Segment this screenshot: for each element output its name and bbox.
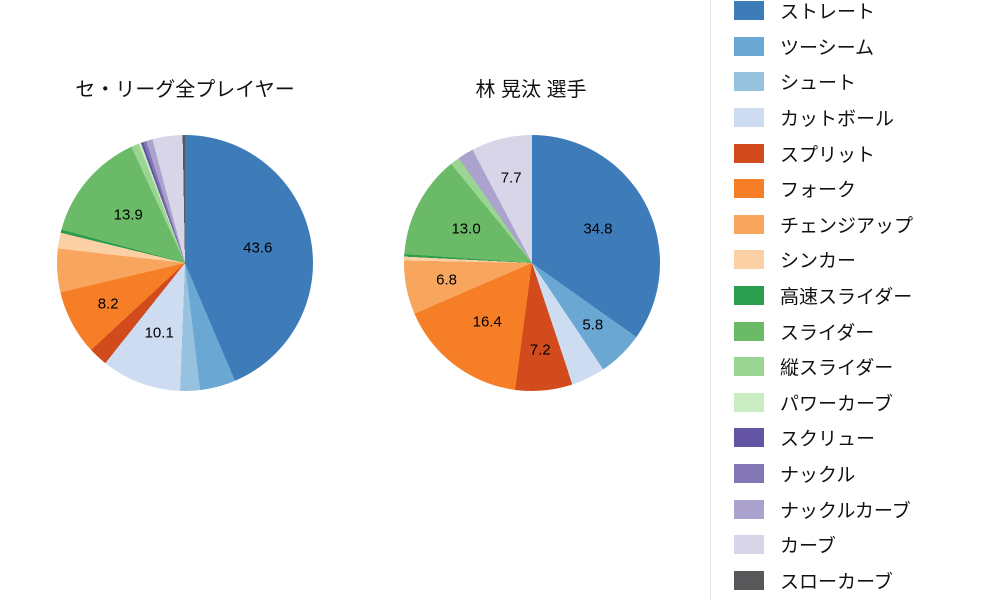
slice-value-label: 43.6 (243, 239, 273, 257)
legend-label: ナックルカーブ (780, 500, 911, 522)
legend-item[interactable]: チェンジアップ (712, 207, 913, 243)
legend-swatch (734, 499, 764, 519)
legend-item[interactable]: スローカーブ (712, 563, 913, 599)
legend-item[interactable]: 高速スライダー (712, 278, 913, 314)
legend-swatch (734, 428, 764, 448)
legend-item[interactable]: シュート (712, 64, 913, 100)
legend-label: ストレート (780, 2, 876, 24)
left-chart-title: セ・リーグ全プレイヤー (75, 79, 295, 101)
legend-label: シュート (780, 73, 857, 95)
legend-swatch (734, 286, 764, 306)
legend-swatch (734, 250, 764, 270)
legend-swatch (734, 392, 764, 412)
legend-swatch (734, 321, 764, 341)
legend-item[interactable]: スライダー (712, 313, 913, 349)
slice-value-label: 34.8 (583, 220, 613, 238)
legend-item[interactable]: パワーカーブ (712, 385, 913, 421)
legend-item[interactable]: ストレート (712, 0, 913, 29)
legend-swatch (734, 214, 764, 234)
legend-label: パワーカーブ (780, 393, 893, 415)
slice-value-label: 6.8 (436, 271, 458, 289)
legend-label: ナックル (780, 465, 856, 487)
legend-item[interactable]: 縦スライダー (712, 349, 913, 385)
legend-swatch (734, 464, 764, 484)
legend-item[interactable]: ナックルカーブ (712, 491, 913, 527)
legend-swatch (734, 108, 764, 128)
legend-label: スクリュー (780, 429, 876, 451)
slice-value-label: 10.1 (144, 324, 174, 342)
legend-label: チェンジアップ (780, 215, 914, 237)
legend-label: ツーシーム (780, 37, 875, 59)
legend-label: シンカー (780, 251, 857, 273)
legend-label: スライダー (780, 322, 875, 344)
legend-swatch (734, 570, 764, 590)
legend-item[interactable]: カーブ (712, 527, 913, 563)
legend-item[interactable]: シンカー (712, 242, 913, 278)
slice-value-label: 5.8 (582, 316, 604, 334)
legend-swatch (734, 1, 764, 21)
legend-label: 高速スライダー (780, 287, 913, 309)
right-chart-title: 林 晃汰 選手 (475, 79, 587, 101)
legend-label: カットボール (780, 109, 895, 131)
legend-label: カーブ (780, 536, 836, 558)
legend-label: スローカーブ (780, 571, 893, 593)
legend-divider (710, 0, 711, 600)
legend-item[interactable]: スクリュー (712, 420, 913, 456)
legend-swatch (734, 36, 764, 56)
left-pie-chart[interactable]: 43.6 10.1 8.2 13.9 (57, 135, 313, 391)
slice-value-label: 7.2 (529, 341, 551, 359)
right-pie-chart[interactable]: 34.8 5.8 7.2 16.4 6.8 13.0 7.7 (404, 135, 660, 391)
legend-swatch (734, 357, 764, 377)
slice-value-label: 13.0 (451, 220, 481, 238)
legend-item[interactable]: ツーシーム (712, 29, 913, 65)
legend-swatch (734, 179, 764, 199)
slice-value-label: 7.7 (500, 169, 522, 187)
legend-item[interactable]: スプリット (712, 135, 913, 171)
legend: ストレートツーシームシュートカットボール スプリットフォークチェンジアップ シンカー… (712, 0, 913, 598)
slice-value-label: 16.4 (472, 313, 502, 331)
legend-label: フォーク (780, 180, 857, 202)
legend-label: 縦スライダー (780, 358, 894, 380)
legend-swatch (734, 143, 764, 163)
legend-swatch (734, 535, 764, 555)
legend-item[interactable]: フォーク (712, 171, 913, 207)
legend-swatch (734, 72, 764, 92)
slice-value-label: 8.2 (97, 295, 119, 313)
slice-value-label: 13.9 (113, 206, 143, 224)
legend-item[interactable]: カットボール (712, 100, 913, 136)
legend-label: スプリット (780, 144, 876, 166)
legend-item[interactable]: ナックル (712, 456, 913, 492)
